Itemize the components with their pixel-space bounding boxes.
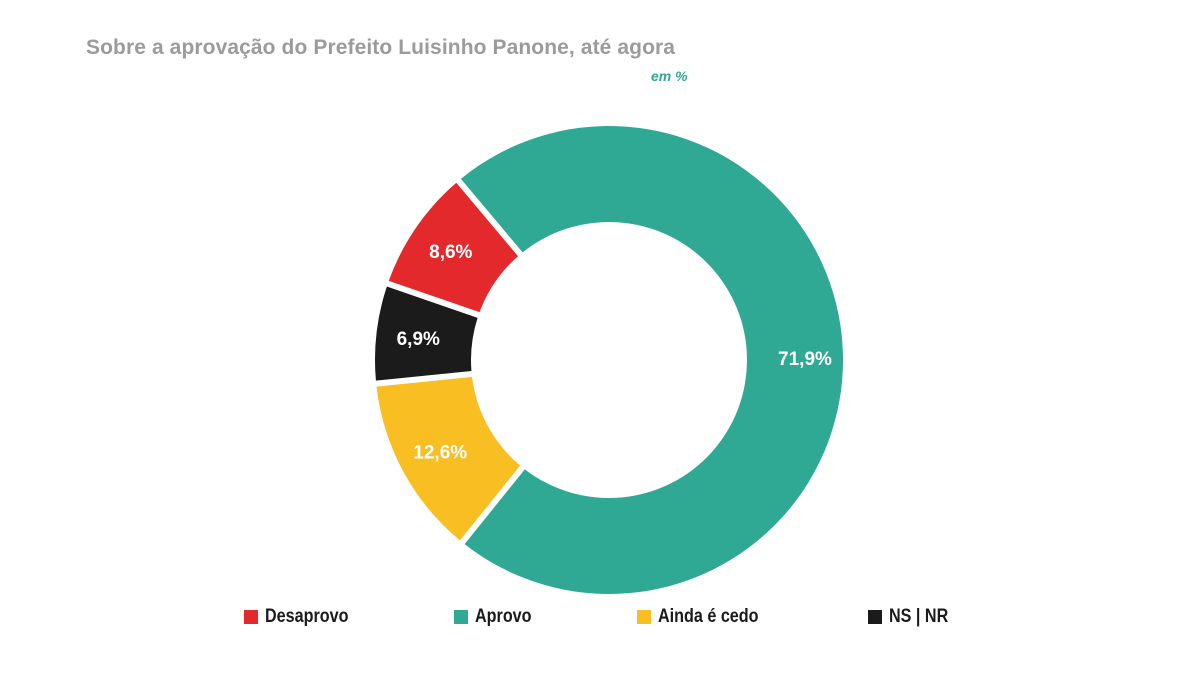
slice-label-aprovo: 71,9% <box>778 349 832 370</box>
chart-title: Sobre a aprovação do Prefeito Luisinho P… <box>86 36 676 59</box>
slice-ainda-e-cedo <box>376 376 521 541</box>
slice-label-ainda-e-cedo: 12,6% <box>413 443 467 464</box>
legend-item-ainda-e-cedo: Ainda é cedo <box>637 606 776 628</box>
legend-item-aprovo: Aprovo <box>454 606 542 628</box>
donut-labels: 71,9% 12,6% 6,9% 8,6% <box>397 242 832 463</box>
legend-swatch-aprovo <box>454 610 468 624</box>
legend-swatch-ainda-e-cedo <box>637 610 651 624</box>
chart-unit-subtitle: em % <box>651 68 688 84</box>
slice-desaprovo <box>388 182 519 313</box>
legend-label-ainda-e-cedo: Ainda é cedo <box>658 606 759 627</box>
legend-swatch-ns-nr <box>868 610 882 624</box>
legend: Desaprovo Aprovo Ainda é cedo NS | NR <box>0 606 1200 636</box>
donut-slices <box>374 126 844 595</box>
legend-item-ns-nr: NS | NR <box>868 606 959 628</box>
slice-ns-nr <box>374 286 478 381</box>
legend-label-desaprovo: Desaprovo <box>265 606 349 627</box>
legend-item-desaprovo: Desaprovo <box>244 606 363 628</box>
slice-label-ns-nr: 6,9% <box>397 329 440 350</box>
slice-aprovo <box>460 126 844 595</box>
legend-label-aprovo: Aprovo <box>475 606 532 627</box>
legend-label-ns-nr: NS | NR <box>889 606 949 627</box>
legend-swatch-desaprovo <box>244 610 258 624</box>
slice-label-desaprovo: 8,6% <box>429 242 472 263</box>
